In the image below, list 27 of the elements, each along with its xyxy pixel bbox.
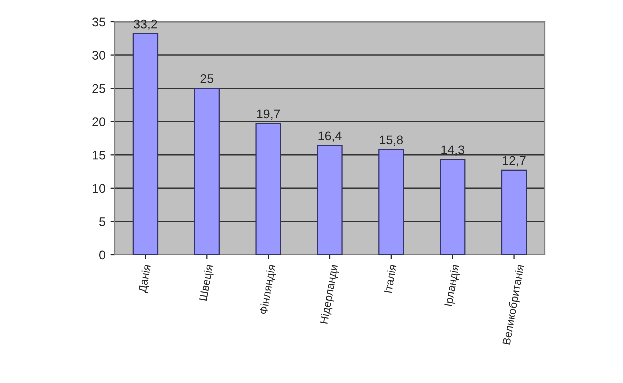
y-tick-label: 35 [92, 18, 106, 27]
y-tick-label: 25 [92, 84, 106, 94]
bar [501, 170, 528, 255]
x-tick-label: Ірландія [444, 264, 462, 307]
y-tick-label: 15 [93, 151, 106, 160]
data-label: 14,3 [442, 146, 464, 156]
bar [194, 88, 220, 255]
bar [256, 123, 282, 255]
y-tick-label: 5 [100, 218, 106, 226]
x-tick-label: Швеція [198, 264, 216, 302]
x-tick-label: Італія [384, 264, 397, 294]
data-label: 19,7 [257, 110, 280, 120]
y-tick-label: 20 [92, 118, 106, 127]
y-tick-label: 0 [100, 250, 106, 260]
y-tick-label: 30 [92, 51, 106, 60]
y-tick-label: 10 [93, 184, 106, 194]
data-label: 33,2 [134, 20, 158, 30]
x-tick-label: Данія [138, 264, 154, 294]
data-label: 25 [200, 74, 214, 84]
bar [132, 33, 159, 255]
x-tick-label: Фінляндія [259, 264, 278, 316]
bar [440, 159, 466, 255]
bar [378, 149, 404, 255]
data-label: 12,7 [503, 156, 526, 167]
bar [317, 145, 343, 255]
data-label: 16,4 [318, 132, 342, 142]
data-label: 15,8 [380, 136, 404, 146]
